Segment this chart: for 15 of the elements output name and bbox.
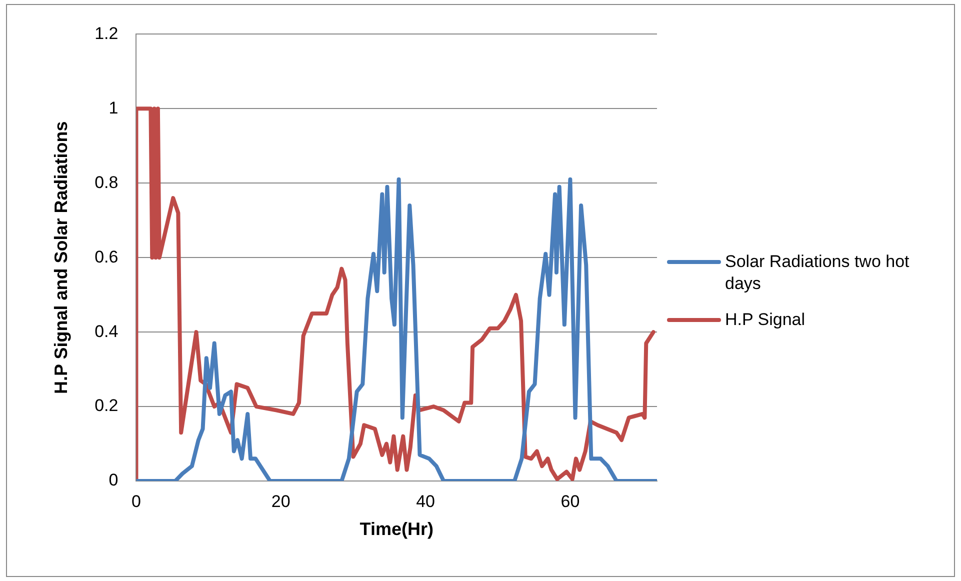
legend-label: H.P Signal [725,308,806,330]
y-tick-label: 1 [108,98,118,118]
y-tick-label: 0 [108,470,118,490]
x-tick-label: 60 [560,492,580,511]
y-tick-label: 1.2 [94,24,118,43]
x-tick-label: 40 [416,492,436,511]
x-tick-label: 0 [132,492,141,511]
x-tick-label: 20 [271,492,290,511]
y-tick-label: 0.6 [94,247,118,266]
y-axis-title: H.P Signal and Solar Radiations [50,121,71,394]
y-tick-label: 0.2 [94,396,118,416]
legend-label: Solar Radiations two hot days [725,250,910,294]
x-axis-title: Time(Hr) [360,519,434,540]
y-tick-label: 0.4 [94,322,118,341]
y-tick-label: 0.8 [94,172,118,192]
